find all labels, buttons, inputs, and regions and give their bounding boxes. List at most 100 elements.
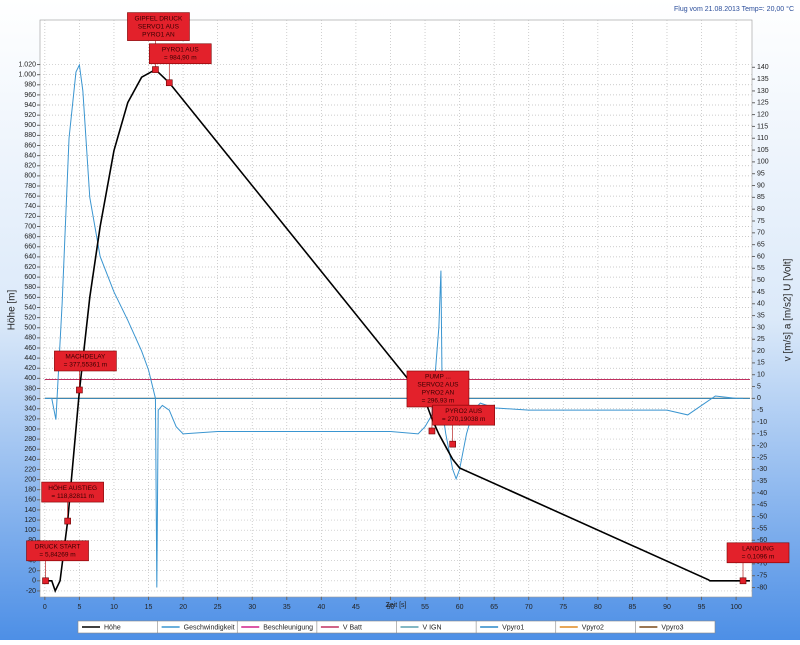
y2-tick-label: 65 xyxy=(757,241,765,248)
y-tick-label: 720 xyxy=(24,213,36,220)
x-tick-label: 85 xyxy=(629,604,637,611)
annotation-marker xyxy=(64,517,71,525)
annotation-box xyxy=(127,12,190,41)
x-tick-label: 65 xyxy=(490,604,498,611)
x-tick-label: 50 xyxy=(387,604,395,611)
x-tick-label: 25 xyxy=(214,604,222,611)
y-tick-label: 580 xyxy=(24,284,36,291)
y2-tick-label: -40 xyxy=(757,490,767,497)
annotation-text: GIPFEL DRUCK xyxy=(135,15,183,22)
y2-tick-label: -70 xyxy=(757,561,767,568)
annotation-text: = 0,1096 m xyxy=(742,554,775,561)
y-tick-label: 440 xyxy=(24,355,36,362)
x-tick-label: 55 xyxy=(421,604,429,611)
x-tick-label: 60 xyxy=(456,604,464,611)
annotation-box xyxy=(54,350,117,372)
y-tick-label: 740 xyxy=(24,203,36,210)
annotation-marker xyxy=(42,577,49,585)
legend-label: Vpyro1 xyxy=(502,624,524,631)
plot-area xyxy=(39,19,753,598)
y-tick-label: 540 xyxy=(24,304,36,311)
y-tick-label: 260 xyxy=(24,446,36,453)
x-tick-label: 45 xyxy=(352,604,360,611)
annotation-text: = 118,82811 m xyxy=(51,493,94,500)
annotation-marker xyxy=(76,386,83,394)
annotation-text: PYRO1 AN xyxy=(142,31,175,38)
y-tick-label: 1.000 xyxy=(18,72,36,79)
y-tick-label: 960 xyxy=(24,92,36,99)
y2-tick-label: 5 xyxy=(757,383,761,390)
y-tick-label: 940 xyxy=(24,102,36,109)
y-tick-label: 920 xyxy=(24,112,36,119)
annotation-box xyxy=(148,43,212,65)
x-tick-label: 10 xyxy=(110,604,118,611)
annotation-marker xyxy=(165,79,173,87)
y2-tick-label: 75 xyxy=(757,218,765,225)
annotation-text: PYRO2 AN xyxy=(422,390,455,397)
y-tick-label: 780 xyxy=(24,183,36,190)
x-tick-label: 95 xyxy=(698,604,706,611)
y-tick-label: 620 xyxy=(24,264,36,271)
series-line xyxy=(44,63,744,588)
x-tick-label: 75 xyxy=(559,604,567,611)
y2-tick-label: 50 xyxy=(757,277,765,284)
y2-tick-label: 80 xyxy=(757,206,765,213)
legend-label: Vpyro2 xyxy=(582,624,604,631)
annotation-box xyxy=(41,481,104,503)
y2-tick-label: -30 xyxy=(757,466,767,473)
legend-label: V IGN xyxy=(423,624,442,631)
y2-tick-label: 45 xyxy=(757,289,765,296)
legend-label: V Batt xyxy=(343,624,362,631)
y-tick-label: 480 xyxy=(24,335,36,342)
y-tick-label: 900 xyxy=(24,122,36,129)
x-tick-label: 90 xyxy=(663,604,671,611)
y-tick-label: 880 xyxy=(24,132,36,139)
y-tick-label: 1.020 xyxy=(18,61,36,68)
y2-tick-label: 55 xyxy=(757,265,765,272)
y-tick-label: 520 xyxy=(24,314,36,321)
y-tick-label: 860 xyxy=(24,142,36,149)
y-tick-label: 320 xyxy=(24,416,36,423)
annotation-text: SERVO1 AUS xyxy=(138,23,180,30)
y-tick-label: 380 xyxy=(24,385,36,392)
y2-tick-label: 25 xyxy=(757,336,765,343)
y-tick-label: 500 xyxy=(24,325,36,332)
x-tick-label: 40 xyxy=(317,604,325,611)
y-tick-label: 420 xyxy=(24,365,36,372)
y2-tick-label: -80 xyxy=(757,584,767,591)
y2-tick-label: 95 xyxy=(757,171,765,178)
y2-tick-label: 10 xyxy=(757,372,765,379)
legend-label: Vpyro3 xyxy=(661,624,683,631)
annotation-marker xyxy=(152,66,159,73)
y2-tick-label: 140 xyxy=(757,64,769,71)
annotation-text: HÖHE AUSTIEG xyxy=(48,484,97,492)
y-tick-label: 680 xyxy=(24,233,36,240)
y2-tick-label: -25 xyxy=(757,454,767,461)
y-tick-label: 760 xyxy=(24,193,36,200)
y2-axis-label: v [m/s] a [m/s2] U [Volt] xyxy=(783,258,794,361)
annotation-box xyxy=(26,540,89,562)
y-tick-label: 460 xyxy=(24,345,36,352)
y2-tick-label: 135 xyxy=(757,76,769,83)
y2-tick-label: 70 xyxy=(757,230,765,237)
x-tick-label: 15 xyxy=(145,604,153,611)
y2-tick-label: 125 xyxy=(757,100,769,107)
annotation-text: MACHDELAY xyxy=(65,354,106,361)
y-tick-label: 0 xyxy=(32,578,36,585)
y2-tick-label: 60 xyxy=(757,253,765,260)
y2-tick-label: -20 xyxy=(757,442,767,449)
y-tick-label: 160 xyxy=(24,497,36,504)
y2-tick-label: 85 xyxy=(757,194,765,201)
y-tick-label: 600 xyxy=(24,274,36,281)
y-tick-label: 840 xyxy=(24,152,36,159)
x-axis-label: Zeit [s] xyxy=(385,602,406,609)
y-tick-label: 660 xyxy=(24,244,36,251)
y2-tick-label: 100 xyxy=(757,159,769,166)
y-tick-label: 140 xyxy=(24,507,36,514)
y-tick-label: 800 xyxy=(24,173,36,180)
y-tick-label: 340 xyxy=(24,406,36,413)
y2-tick-label: 90 xyxy=(757,182,765,189)
x-tick-label: 20 xyxy=(179,604,187,611)
y-tick-label: 700 xyxy=(24,223,36,230)
y2-tick-label: 15 xyxy=(757,360,765,367)
